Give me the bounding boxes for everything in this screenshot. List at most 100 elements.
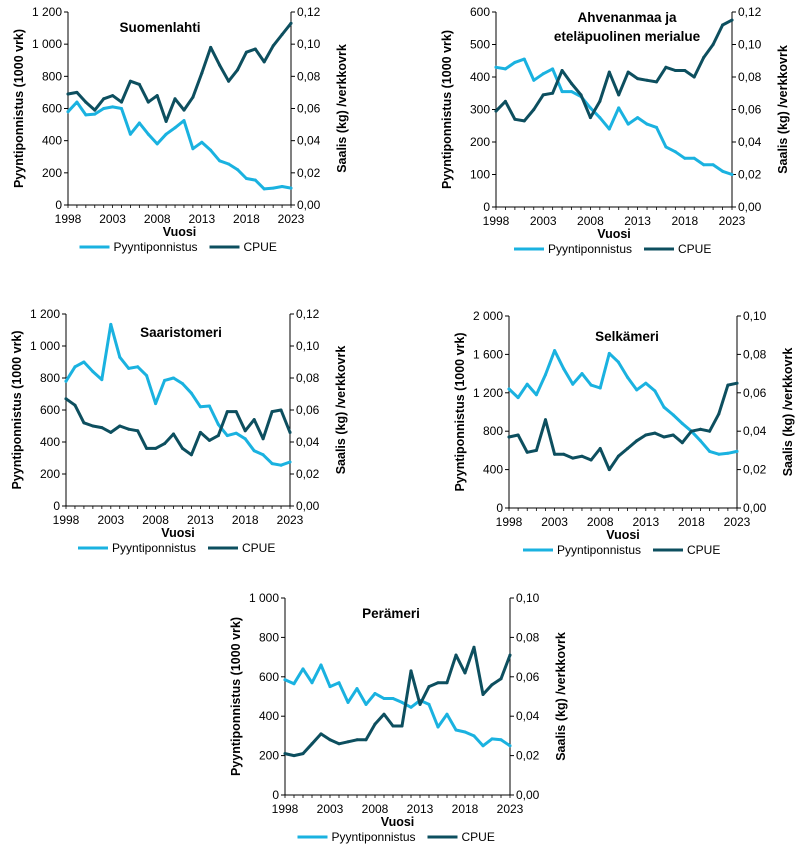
cpue-point [562,452,566,456]
effort-point [645,122,649,126]
cpue-point [280,33,284,36]
effort-point [155,142,159,146]
effort-point [570,90,573,94]
effort-point [653,389,657,393]
effort-point [164,132,168,136]
left-tick-label: 800 [259,630,279,644]
right-tick-label: 0,10 [743,309,767,323]
cpue-point [673,69,677,72]
effort-point [292,682,296,686]
cpue-point [617,93,621,97]
y2-axis-label: Saalis (kg) /verkkovrk [554,632,568,761]
x-tick-label: 2023 [497,802,524,816]
cpue-point [571,456,575,460]
effort-point [382,697,386,700]
cpue-point [200,71,204,75]
effort-point [301,667,305,671]
cpue-point [655,80,658,84]
x-tick-label: 2008 [144,212,171,226]
right-tick-label: 0,08 [297,69,321,83]
cpue-point [227,79,231,83]
left-tick-label: 600 [42,102,62,116]
cpue-point [645,78,649,82]
y-axis-label: Pyyntiponnistus (1000 vrk) [229,617,243,776]
right-tick-label: 0,04 [296,435,320,449]
right-tick-label: 0,06 [297,102,321,116]
cpue-point [570,82,573,85]
cpue-point [589,458,593,462]
chart-panel-3: 0 200 400 600 800 1 000 1 200 0,00 0,02 0,04 0,06 0… [10,307,348,555]
cpue-point [730,18,734,22]
x-tick-label: 2013 [632,515,659,529]
cpue-point [337,742,341,746]
chart-title: Perämeri [362,606,420,621]
x-tick-label: 2013 [187,513,214,527]
left-tick-label: 0 [55,198,62,212]
cpue-point [155,94,159,98]
cpue-point [279,408,283,412]
cpue-point [137,82,141,86]
cpue-point [711,43,715,46]
effort-point [735,449,739,453]
effort-point [173,126,177,130]
left-tick-label: 400 [40,435,60,449]
effort-point [503,67,507,71]
effort-point [244,177,248,180]
effort-point [102,107,106,110]
cpue-point [289,21,293,25]
effort-point [253,178,257,182]
cpue-point [136,429,140,433]
left-tick-label: 200 [40,467,60,481]
y-axis-label: Pyyntiponnistus (1000 vrk) [440,30,454,189]
cpue-point [400,724,404,728]
x-tick-label: 2023 [278,212,305,226]
legend-label: CPUE [678,242,711,256]
right-tick-label: 0,02 [738,168,762,182]
left-tick-label: 0 [53,499,60,513]
effort-point [436,725,440,729]
cpue-point [310,742,314,746]
effort-point [553,349,557,353]
cpue-point [551,91,555,95]
right-tick-label: 0,02 [296,467,320,481]
x-tick-label: 2003 [97,513,124,527]
left-tick-label: 2 000 [473,309,503,323]
cpue-point [662,435,666,439]
right-tick-label: 0,02 [297,166,321,180]
cpue-point [355,738,359,742]
left-tick-label: 200 [42,166,62,180]
effort-point [364,702,368,706]
cpue-point [373,722,377,726]
effort-point [463,730,467,734]
effort-point [337,681,341,685]
left-tick-label: 200 [259,749,279,763]
left-tick-label: 1 200 [30,307,60,321]
effort-point [454,728,458,732]
x-tick-label: 2018 [232,513,259,527]
effort-point [136,365,140,369]
right-tick-label: 0,06 [516,670,540,684]
cpue-point [544,418,547,422]
cpue-point [234,410,238,414]
cpue-point [391,724,395,728]
cpue-point [198,430,202,434]
left-tick-label: 400 [483,463,503,477]
cpue-point [164,119,168,123]
right-tick-label: 0,06 [743,386,767,400]
cpue-point [288,430,292,434]
cpue-point [182,108,186,112]
cpue-point [127,427,131,431]
chart-panel-5: 0 200 400 600 800 1 000 0,00 0,02 0,04 0,06 0,08 0,… [229,591,568,844]
effort-point [692,156,696,160]
right-tick-label: 0,06 [296,403,320,417]
left-tick-label: 800 [40,371,60,385]
effort-point [598,116,602,120]
effort-point [270,462,274,466]
y2-axis-label: Saalis (kg) /verkkovrk [776,45,790,174]
effort-point [580,372,584,376]
effort-point [225,434,229,438]
effort-point [522,57,526,61]
left-tick-label: 200 [470,135,490,149]
cpue-point [598,99,602,103]
cpue-point [616,454,620,458]
